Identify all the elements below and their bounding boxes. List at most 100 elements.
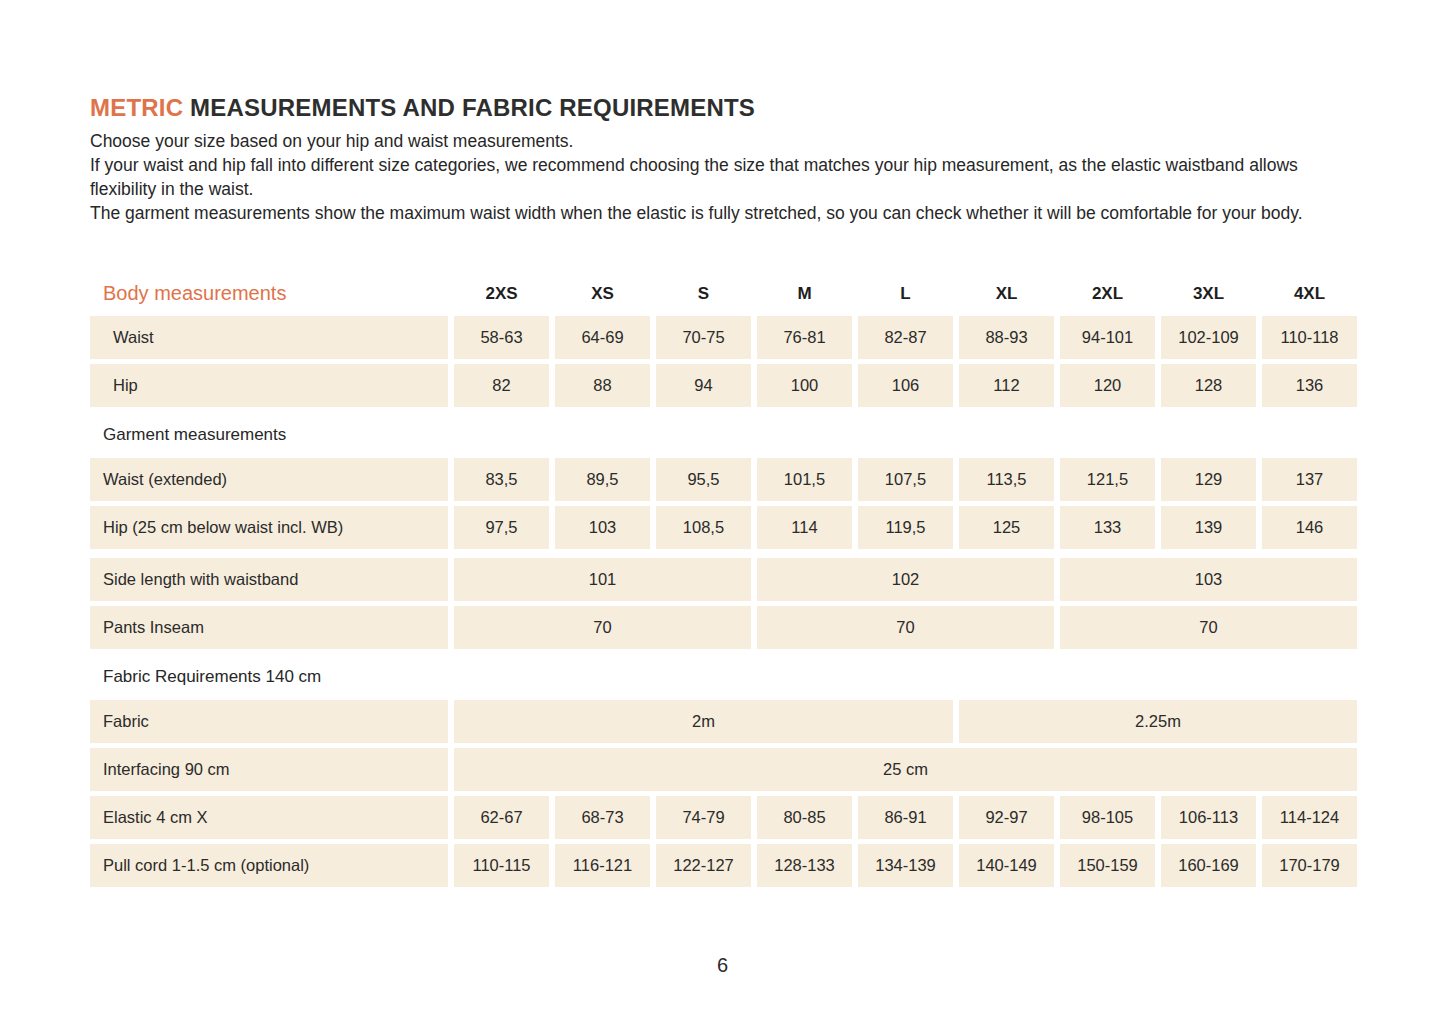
table-cell: 129 bbox=[1161, 458, 1256, 501]
intro-paragraph-2: If your waist and hip fall into differen… bbox=[90, 153, 1328, 201]
table-cell: 107,5 bbox=[858, 458, 953, 501]
table-cell: 94 bbox=[656, 364, 751, 407]
table-cell: 113,5 bbox=[959, 458, 1054, 501]
size-header-m: M bbox=[757, 272, 852, 316]
table-cell: 133 bbox=[1060, 506, 1155, 549]
page-title: METRIC MEASUREMENTS AND FABRIC REQUIREME… bbox=[90, 94, 1355, 122]
intro-paragraph-1: Choose your size based on your hip and w… bbox=[90, 129, 1328, 153]
table-cell: 170-179 bbox=[1262, 844, 1357, 887]
size-header-xs: XS bbox=[555, 272, 650, 316]
table-row-elastic: Elastic 4 cm X 62-67 68-73 74-79 80-85 8… bbox=[90, 796, 1355, 839]
table-row-waist-extended: Waist (extended) 83,5 89,5 95,5 101,5 10… bbox=[90, 458, 1355, 501]
table-cell: 80-85 bbox=[757, 796, 852, 839]
table-header-row: Body measurements 2XS XS S M L XL 2XL 3X… bbox=[90, 272, 1355, 316]
table-cell: 108,5 bbox=[656, 506, 751, 549]
intro-paragraph-3: The garment measurements show the maximu… bbox=[90, 201, 1328, 225]
table-cell-merged: 25 cm bbox=[454, 748, 1357, 791]
table-cell: 101,5 bbox=[757, 458, 852, 501]
table-row-fabric: Fabric 2m 2.25m bbox=[90, 700, 1355, 743]
table-cell: 139 bbox=[1161, 506, 1256, 549]
table-cell: 97,5 bbox=[454, 506, 549, 549]
table-cell: 103 bbox=[555, 506, 650, 549]
size-header-2xs: 2XS bbox=[454, 272, 549, 316]
table-cell: 94-101 bbox=[1060, 316, 1155, 359]
table-cell: 82 bbox=[454, 364, 549, 407]
table-cell-merged: 102 bbox=[757, 558, 1054, 601]
table-cell: 106 bbox=[858, 364, 953, 407]
table-cell: 140-149 bbox=[959, 844, 1054, 887]
table-row-pull-cord: Pull cord 1-1.5 cm (optional) 110-115 11… bbox=[90, 844, 1355, 887]
table-cell: 100 bbox=[757, 364, 852, 407]
table-cell: 128 bbox=[1161, 364, 1256, 407]
table-cell-merged: 2.25m bbox=[959, 700, 1357, 743]
page-content: METRIC MEASUREMENTS AND FABRIC REQUIREME… bbox=[0, 0, 1445, 887]
table-cell: 86-91 bbox=[858, 796, 953, 839]
row-label: Fabric bbox=[90, 700, 448, 743]
table-cell-merged: 103 bbox=[1060, 558, 1357, 601]
table-row-hip-25cm: Hip (25 cm below waist incl. WB) 97,5 10… bbox=[90, 506, 1355, 549]
size-header-3xl: 3XL bbox=[1161, 272, 1256, 316]
table-cell-merged: 101 bbox=[454, 558, 751, 601]
row-label: Hip (25 cm below waist incl. WB) bbox=[90, 506, 448, 549]
row-label: Pull cord 1-1.5 cm (optional) bbox=[90, 844, 448, 887]
section-heading-garment: Garment measurements bbox=[90, 412, 1355, 458]
table-row-waist: Waist 58-63 64-69 70-75 76-81 82-87 88-9… bbox=[90, 316, 1355, 359]
table-cell: 76-81 bbox=[757, 316, 852, 359]
table-row-hip: Hip 82 88 94 100 106 112 120 128 136 bbox=[90, 364, 1355, 407]
table-cell: 74-79 bbox=[656, 796, 751, 839]
table-cell: 88-93 bbox=[959, 316, 1054, 359]
intro-text: Choose your size based on your hip and w… bbox=[90, 129, 1355, 225]
table-row-pants-inseam: Pants Inseam 70 70 70 bbox=[90, 606, 1355, 649]
table-cell: 128-133 bbox=[757, 844, 852, 887]
size-header-2xl: 2XL bbox=[1060, 272, 1155, 316]
table-cell-merged: 70 bbox=[757, 606, 1054, 649]
table-cell: 125 bbox=[959, 506, 1054, 549]
row-label: Pants Inseam bbox=[90, 606, 448, 649]
size-header-s: S bbox=[656, 272, 751, 316]
table-cell: 102-109 bbox=[1161, 316, 1256, 359]
table-cell: 106-113 bbox=[1161, 796, 1256, 839]
table-cell: 58-63 bbox=[454, 316, 549, 359]
table-cell: 150-159 bbox=[1060, 844, 1155, 887]
table-cell: 70-75 bbox=[656, 316, 751, 359]
table-cell-merged: 70 bbox=[1060, 606, 1357, 649]
table-row-side-length: Side length with waistband 101 102 103 bbox=[90, 558, 1355, 601]
table-row-interfacing: Interfacing 90 cm 25 cm bbox=[90, 748, 1355, 791]
section-heading-fabric: Fabric Requirements 140 cm bbox=[90, 654, 1355, 700]
size-header-xl: XL bbox=[959, 272, 1054, 316]
table-cell-merged: 2m bbox=[454, 700, 953, 743]
table-cell: 119,5 bbox=[858, 506, 953, 549]
table-cell: 146 bbox=[1262, 506, 1357, 549]
table-cell: 92-97 bbox=[959, 796, 1054, 839]
table-cell: 88 bbox=[555, 364, 650, 407]
page-number: 6 bbox=[0, 954, 1445, 977]
row-label: Interfacing 90 cm bbox=[90, 748, 448, 791]
row-label: Side length with waistband bbox=[90, 558, 448, 601]
row-label: Waist (extended) bbox=[90, 458, 448, 501]
table-cell: 122-127 bbox=[656, 844, 751, 887]
table-cell: 114 bbox=[757, 506, 852, 549]
table-cell: 112 bbox=[959, 364, 1054, 407]
size-table: Body measurements 2XS XS S M L XL 2XL 3X… bbox=[90, 272, 1355, 887]
size-header-4xl: 4XL bbox=[1262, 272, 1357, 316]
table-cell: 68-73 bbox=[555, 796, 650, 839]
table-cell: 137 bbox=[1262, 458, 1357, 501]
body-measurements-heading: Body measurements bbox=[90, 272, 448, 316]
page-title-rest: MEASUREMENTS AND FABRIC REQUIREMENTS bbox=[183, 94, 755, 121]
table-cell: 110-115 bbox=[454, 844, 549, 887]
document-page: METRIC MEASUREMENTS AND FABRIC REQUIREME… bbox=[0, 0, 1445, 1030]
table-cell: 62-67 bbox=[454, 796, 549, 839]
table-cell: 64-69 bbox=[555, 316, 650, 359]
row-label: Hip bbox=[90, 364, 448, 407]
table-cell-merged: 70 bbox=[454, 606, 751, 649]
table-cell: 114-124 bbox=[1262, 796, 1357, 839]
page-title-highlight: METRIC bbox=[90, 94, 183, 121]
table-cell: 120 bbox=[1060, 364, 1155, 407]
table-cell: 82-87 bbox=[858, 316, 953, 359]
table-cell: 134-139 bbox=[858, 844, 953, 887]
table-cell: 160-169 bbox=[1161, 844, 1256, 887]
table-cell: 98-105 bbox=[1060, 796, 1155, 839]
table-cell: 116-121 bbox=[555, 844, 650, 887]
table-cell: 83,5 bbox=[454, 458, 549, 501]
table-cell: 95,5 bbox=[656, 458, 751, 501]
